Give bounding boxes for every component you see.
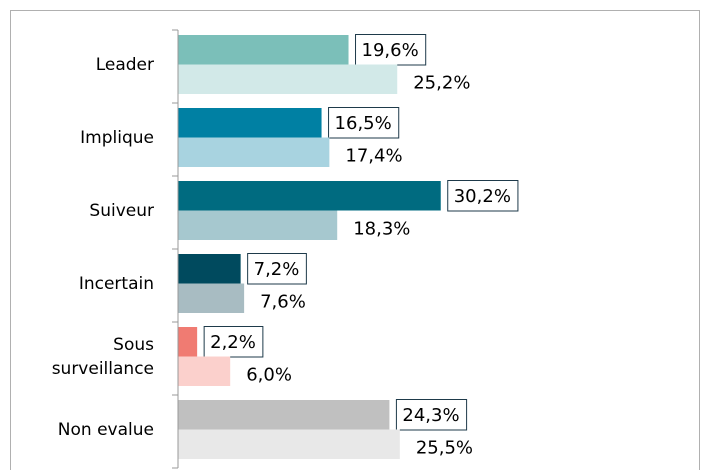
label-box <box>328 107 400 139</box>
bar <box>178 108 322 138</box>
category-label: Sous surveillance <box>51 334 154 379</box>
bar <box>178 327 198 357</box>
frame <box>10 10 700 470</box>
value-label: 7,6% <box>260 291 306 312</box>
value-label: 6,0% <box>246 364 292 385</box>
bar <box>178 400 390 430</box>
label-box <box>247 253 307 285</box>
value-label: 18,3% <box>353 218 410 239</box>
bar <box>178 429 400 459</box>
value-label: 19,6% <box>362 40 419 61</box>
bar <box>178 254 241 284</box>
bar <box>178 137 330 167</box>
value-label: 30,2% <box>454 186 511 207</box>
value-label: 7,2% <box>254 259 300 280</box>
bar <box>178 181 441 211</box>
label-box <box>203 326 264 358</box>
bar <box>178 35 349 65</box>
bar <box>178 356 231 386</box>
label-box <box>395 399 468 431</box>
value-label: 24,3% <box>402 405 459 426</box>
value-label: 2,2% <box>210 332 256 353</box>
label-box <box>447 180 519 212</box>
label-box <box>355 34 427 66</box>
category-label: Non evalue <box>57 419 154 440</box>
value-label: 17,4% <box>345 145 402 166</box>
category-label: Leader <box>95 54 154 75</box>
value-label: 25,5% <box>416 437 473 458</box>
bar <box>178 64 398 94</box>
value-label: 25,2% <box>413 72 470 93</box>
bar <box>178 210 338 240</box>
category-label: Suiveur <box>89 200 154 221</box>
category-label: Incertain <box>78 273 154 294</box>
value-label: 16,5% <box>335 113 392 134</box>
category-label: Implique <box>80 127 154 148</box>
bar <box>178 283 245 313</box>
